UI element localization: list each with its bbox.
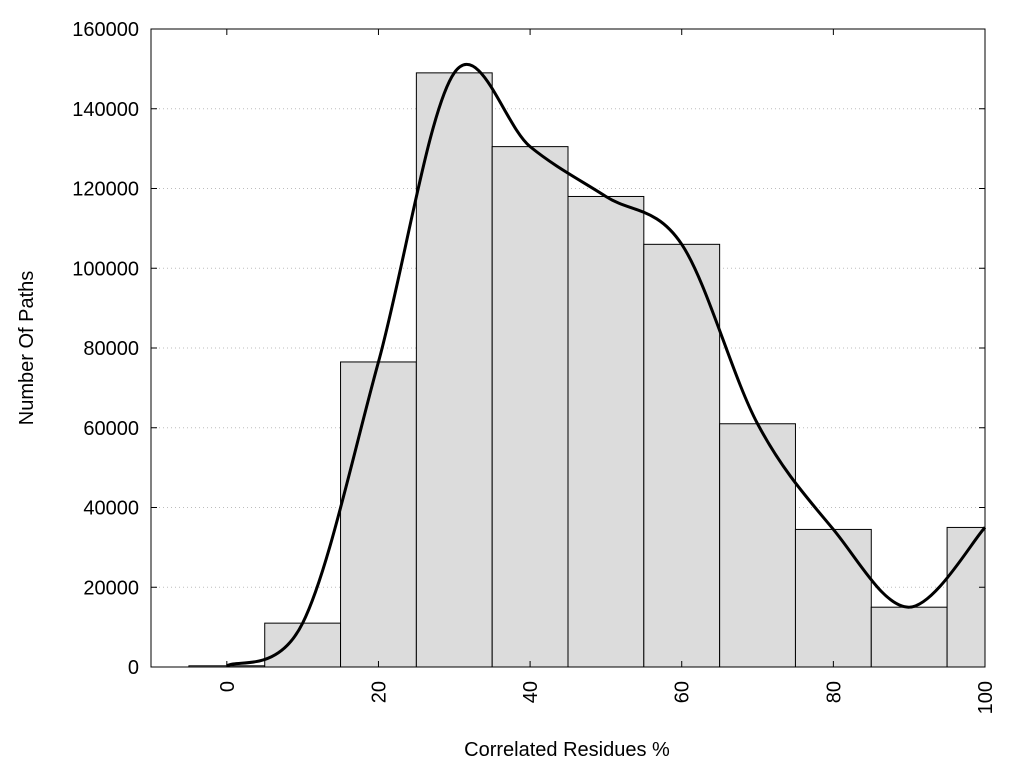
y-axis-ticks: 0 20000 40000 60000 80000 100000 120000 140000 1… [72, 19, 985, 679]
y-axis-title: Number Of Paths [16, 271, 38, 426]
y-tick-label: 40000 [83, 498, 139, 520]
y-tick-label: 80000 [83, 338, 139, 360]
bar-100 [946, 526, 986, 668]
bar-40 [491, 146, 569, 668]
x-tick-label: 40 [520, 681, 542, 703]
x-axis-ticks: 0 20 40 60 80 100 [217, 29, 997, 714]
x-tick-label: 60 [672, 681, 694, 703]
y-tick-label: 100000 [72, 258, 139, 280]
y-tick-label: 140000 [72, 99, 139, 121]
bar-10 [264, 622, 342, 668]
bar-20 [340, 361, 417, 668]
y-tick-label: 0 [128, 657, 139, 679]
x-axis-title: Correlated Residues % [464, 739, 670, 761]
x-tick-label: 80 [823, 681, 845, 703]
bar-50 [567, 195, 645, 668]
y-tick-label: 20000 [83, 577, 139, 599]
smoothed-curve [226, 63, 987, 668]
y-tick-label: 60000 [83, 418, 139, 440]
x-tick-label: 0 [217, 681, 239, 692]
bar-80 [794, 528, 872, 668]
bars [188, 72, 986, 668]
x-tick-label: 100 [975, 681, 997, 714]
x-tick-label: 20 [368, 681, 390, 703]
bar-30 [415, 72, 493, 668]
bar-70 [719, 423, 796, 668]
y-tick-label: 120000 [72, 179, 139, 201]
y-tick-label: 160000 [72, 19, 139, 41]
bar-90 [870, 606, 948, 668]
bar-60 [643, 243, 721, 668]
